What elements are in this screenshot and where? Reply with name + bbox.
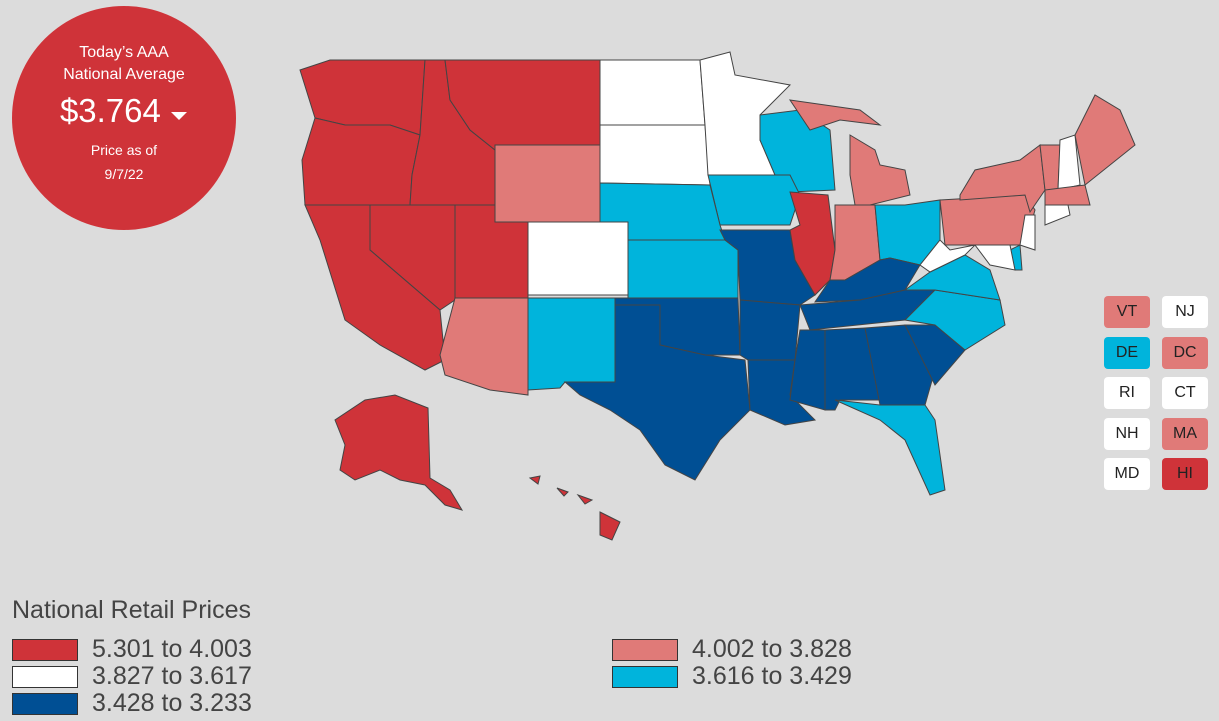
- legend-label: 5.301 to 4.003: [92, 635, 252, 663]
- price-value: $3.764: [59, 92, 161, 129]
- state-box[interactable]: MA: [1162, 417, 1208, 450]
- as-of-label: Price as of: [90, 142, 158, 158]
- legend-label: 3.827 to 3.617: [92, 662, 252, 690]
- legend-label: 3.428 to 3.233: [92, 689, 252, 717]
- title-line: Today’s AAA: [79, 44, 169, 61]
- legend-entry: 5.301 to 4.003: [12, 636, 252, 662]
- state-box[interactable]: HI: [1162, 458, 1208, 490]
- legend-swatch: [612, 639, 678, 662]
- state-box[interactable]: DE: [1104, 336, 1150, 369]
- legend-swatch: [12, 693, 78, 716]
- state-box[interactable]: DC: [1162, 336, 1208, 369]
- state-box[interactable]: RI: [1104, 377, 1150, 409]
- legend-swatch: [612, 666, 678, 689]
- us-map: [299, 51, 1136, 541]
- states: [299, 51, 1136, 541]
- legend-entry: 4.002 to 3.828: [612, 636, 852, 662]
- legend-entry: 3.616 to 3.429: [612, 663, 852, 689]
- legend-entry: 3.827 to 3.617: [12, 663, 252, 689]
- title-line: National Average: [63, 66, 185, 83]
- state-box[interactable]: MD: [1104, 458, 1150, 490]
- as-of-date: 9/7/22: [104, 166, 144, 182]
- legend-swatch: [12, 639, 78, 662]
- down-arrow: [171, 112, 188, 120]
- state-box[interactable]: NH: [1104, 417, 1150, 450]
- state-box[interactable]: CT: [1162, 377, 1208, 409]
- state-box[interactable]: NJ: [1162, 296, 1208, 328]
- legend-title: National Retail Prices: [12, 596, 251, 624]
- national-average: Today’s AAA National Average $3.764 Pric…: [12, 6, 236, 230]
- price: $3.764: [12, 92, 236, 130]
- legend-label: 4.002 to 3.828: [692, 635, 852, 663]
- state-box[interactable]: VT: [1104, 296, 1150, 328]
- legend-entry: 3.428 to 3.233: [12, 690, 252, 716]
- legend-label: 3.616 to 3.429: [692, 662, 852, 690]
- legend-swatch: [12, 666, 78, 689]
